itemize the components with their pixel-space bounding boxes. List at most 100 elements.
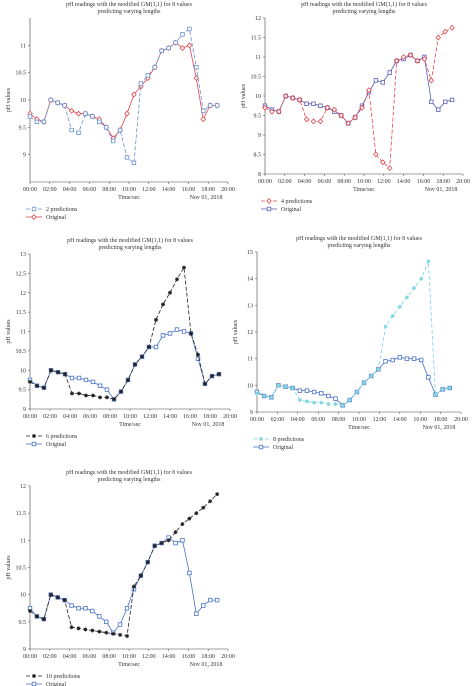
- data-point: [283, 93, 289, 99]
- series-line: [264, 27, 453, 169]
- y-tick-label: 10.5: [16, 349, 27, 355]
- y-tick-label: 11.5: [16, 310, 26, 316]
- chart-panel-5: pH readings with the modified GM(1,1) fo…: [0, 456, 237, 686]
- data-point: [333, 396, 338, 401]
- data-point: [62, 103, 67, 108]
- data-point: [214, 597, 220, 603]
- series-line: [29, 537, 218, 634]
- x-tick-label: 02:00: [43, 414, 57, 420]
- data-point: [124, 606, 130, 611]
- x-tick-label: 10:00: [123, 414, 137, 420]
- series-2-predictions: [27, 26, 220, 166]
- x-tick-label: 14:00: [162, 654, 176, 660]
- data-point: [326, 402, 331, 406]
- data-point: [90, 114, 95, 119]
- x-tick-label: 20:00: [454, 417, 468, 423]
- legend-entry: 8 predictions: [253, 437, 305, 443]
- data-point: [317, 118, 324, 125]
- data-point: [62, 598, 67, 603]
- x-tick-label: 02:00: [278, 179, 292, 185]
- data-point: [180, 522, 185, 527]
- data-point: [76, 606, 81, 611]
- data-point: [326, 393, 331, 399]
- y-axis-label: pH values: [6, 555, 12, 580]
- data-point: [283, 384, 288, 389]
- data-point: [189, 331, 193, 336]
- data-point: [276, 383, 281, 388]
- x-tick-label: 04:00: [298, 179, 312, 185]
- data-point: [138, 573, 143, 578]
- data-point: [304, 388, 310, 393]
- data-point: [166, 538, 171, 543]
- y-tick-label: 8: [258, 172, 261, 178]
- data-point: [152, 65, 157, 70]
- y-tick-label: 12: [255, 16, 261, 22]
- data-point: [98, 395, 102, 400]
- data-point: [345, 120, 351, 127]
- legend-marker: [266, 206, 272, 212]
- x-tick-label: 10:00: [122, 187, 136, 193]
- legend-marker: [258, 444, 264, 450]
- data-point: [311, 101, 316, 106]
- x-tick-label: 00:00: [23, 654, 37, 660]
- data-point: [404, 295, 409, 300]
- data-point: [319, 400, 324, 405]
- data-point: [145, 73, 151, 78]
- chart-panel-4: pH readings with the modified GM(1,1) fo…: [233, 226, 474, 456]
- series-line: [29, 493, 218, 637]
- series-6-predictions: [28, 265, 221, 402]
- legend-label: 4 predictions: [281, 199, 313, 205]
- data-point: [383, 324, 388, 329]
- data-point: [138, 81, 144, 86]
- data-point: [104, 630, 109, 635]
- data-point: [76, 130, 81, 135]
- data-point: [290, 386, 295, 390]
- x-tick-label: 16:00: [183, 414, 197, 420]
- legend-marker: [259, 437, 263, 441]
- data-point: [201, 505, 206, 510]
- data-point: [193, 75, 200, 82]
- legend-entry: Original: [26, 214, 66, 221]
- x-tick-label: 14:00: [163, 414, 177, 420]
- data-point: [181, 329, 187, 334]
- data-point: [48, 592, 53, 597]
- data-point: [97, 383, 103, 388]
- data-point: [269, 395, 274, 400]
- data-point: [289, 94, 296, 101]
- x-tick-label: 16:00: [182, 187, 196, 193]
- x-tick-label: 14:00: [162, 187, 176, 193]
- chart-title: predicting varying lengths: [98, 9, 162, 15]
- x-tick-label: 00:00: [250, 417, 264, 423]
- data-point: [173, 540, 178, 546]
- x-tick-label: 18:00: [201, 654, 215, 660]
- data-point: [201, 603, 206, 608]
- y-axis-label: pH values: [241, 83, 247, 108]
- legend-marker: [31, 681, 37, 686]
- x-axis-label: Time/sec: [118, 195, 140, 201]
- y-tick-label: 12.5: [16, 271, 27, 277]
- chart-title: pH readings with the modified GM(1,1) fo…: [66, 1, 192, 8]
- data-point: [97, 629, 102, 634]
- y-tick-label: 9: [250, 410, 253, 416]
- data-point: [194, 65, 199, 70]
- data-point: [386, 165, 393, 172]
- data-point: [208, 499, 213, 504]
- legend-label: Original: [273, 445, 293, 451]
- data-point: [34, 119, 40, 125]
- data-point: [63, 372, 67, 377]
- chart-1: pH readings with the modified GM(1,1) fo…: [6, 1, 235, 221]
- y-tick-label: 11.5: [16, 511, 26, 517]
- data-point: [433, 392, 438, 397]
- data-point: [119, 389, 123, 394]
- data-point: [140, 354, 144, 359]
- chart-panel-1: pH readings with the modified GM(1,1) fo…: [0, 0, 237, 226]
- series-line: [256, 261, 450, 406]
- legend-label: Original: [46, 682, 66, 686]
- y-tick-label: 10: [20, 98, 26, 104]
- x-tick-label: 04:00: [63, 414, 77, 420]
- data-point: [166, 45, 171, 51]
- data-point: [84, 393, 88, 398]
- y-tick-label: 10.5: [251, 75, 262, 81]
- data-point: [131, 160, 137, 166]
- data-point: [194, 611, 199, 616]
